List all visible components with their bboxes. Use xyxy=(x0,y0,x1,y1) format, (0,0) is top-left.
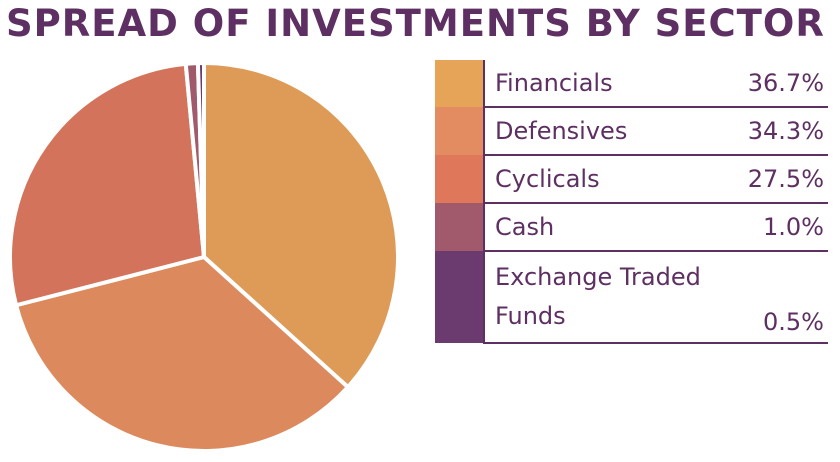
pie-slice-financials xyxy=(202,61,400,390)
legend-label-cyclicals: Cyclicals xyxy=(484,155,748,204)
pie-chart xyxy=(8,61,400,453)
legend-label-etf: Exchange Traded Funds xyxy=(484,251,748,344)
legend-swatch-financials xyxy=(435,60,485,107)
legend-swatch-defensives xyxy=(435,107,485,155)
legend-row-financials: Financials 36.7% xyxy=(435,60,828,108)
pie-slice-defensives xyxy=(14,255,350,453)
legend-value-etf: 0.5% xyxy=(747,251,828,344)
legend-label-cash: Cash xyxy=(484,203,748,252)
legend-label-defensives: Defensives xyxy=(484,107,748,156)
pie-slice-cyclicals xyxy=(8,61,206,308)
legend-label-financials: Financials xyxy=(484,60,748,108)
legend-value-cash: 1.0% xyxy=(747,203,828,252)
legend-row-etf: Exchange Traded Funds 0.5% xyxy=(435,251,828,344)
legend-value-defensives: 34.3% xyxy=(747,107,828,156)
chart-title: SPREAD OF INVESTMENTS BY SECTOR xyxy=(6,2,825,45)
legend-swatch-cash xyxy=(435,203,485,251)
legend-row-cyclicals: Cyclicals 27.5% xyxy=(435,155,828,204)
legend-swatch-etf xyxy=(435,251,485,343)
legend-row-cash: Cash 1.0% xyxy=(435,203,828,252)
legend: Financials 36.7% Defensives 34.3% Cyclic… xyxy=(435,60,828,344)
legend-value-cyclicals: 27.5% xyxy=(747,155,828,204)
pie-slice-exchange-traded-funds xyxy=(195,61,206,259)
legend-row-defensives: Defensives 34.3% xyxy=(435,107,828,156)
legend-swatch-cyclicals xyxy=(435,155,485,203)
legend-value-financials: 36.7% xyxy=(747,60,828,108)
